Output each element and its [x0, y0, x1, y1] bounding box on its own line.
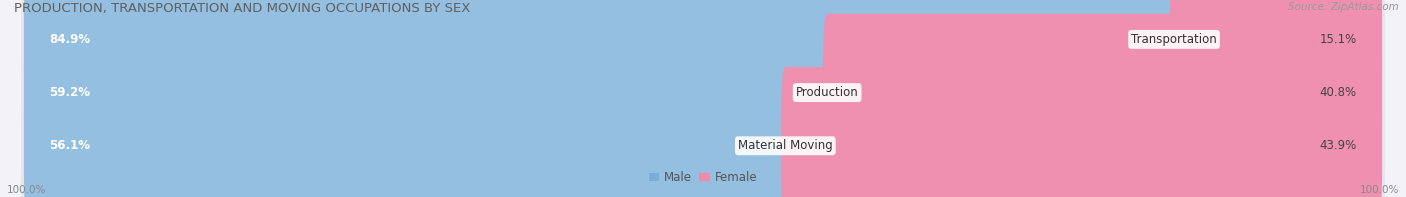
Text: 59.2%: 59.2% [49, 86, 90, 99]
FancyBboxPatch shape [782, 67, 1382, 197]
FancyBboxPatch shape [1170, 0, 1382, 118]
FancyBboxPatch shape [21, 0, 1385, 197]
Text: Material Moving: Material Moving [738, 139, 832, 152]
Text: 40.8%: 40.8% [1320, 86, 1357, 99]
FancyBboxPatch shape [21, 24, 1385, 197]
Text: Transportation: Transportation [1132, 33, 1218, 46]
Text: 56.1%: 56.1% [49, 139, 90, 152]
FancyBboxPatch shape [24, 14, 831, 171]
Text: Production: Production [796, 86, 859, 99]
Legend: Male, Female: Male, Female [644, 167, 762, 189]
FancyBboxPatch shape [24, 0, 1178, 118]
Text: 43.9%: 43.9% [1320, 139, 1357, 152]
Text: 84.9%: 84.9% [49, 33, 90, 46]
Text: 15.1%: 15.1% [1320, 33, 1357, 46]
Text: Source: ZipAtlas.com: Source: ZipAtlas.com [1288, 2, 1399, 12]
FancyBboxPatch shape [823, 14, 1382, 171]
FancyBboxPatch shape [21, 0, 1385, 162]
Text: PRODUCTION, TRANSPORTATION AND MOVING OCCUPATIONS BY SEX: PRODUCTION, TRANSPORTATION AND MOVING OC… [14, 2, 471, 15]
FancyBboxPatch shape [24, 67, 790, 197]
Text: 100.0%: 100.0% [1360, 185, 1399, 195]
Text: 100.0%: 100.0% [7, 185, 46, 195]
